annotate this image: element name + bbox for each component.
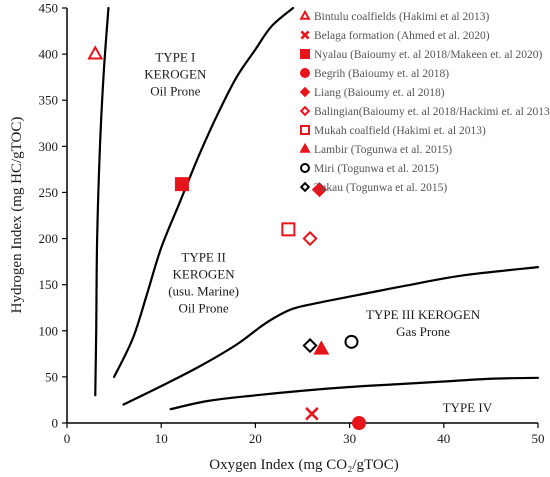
legend-label: Bintulu coalfields (Hakimi et al 2013) (314, 11, 490, 23)
x-tick-label: 50 (532, 431, 545, 446)
y-axis: 0 50 100 150 200 250 300 350 400 450 (39, 1, 67, 431)
region-label-line: Gas Prone (396, 324, 450, 339)
y-tick-label: 150 (39, 277, 59, 292)
y-tick-label: 450 (39, 1, 59, 16)
y-tick-label: 250 (39, 185, 59, 200)
legend-marker (299, 86, 311, 98)
data-point (302, 230, 318, 247)
y-tick-label: 0 (52, 416, 59, 431)
y-tick-label: 100 (39, 323, 59, 338)
region-label-line: Oil Prone (150, 83, 200, 98)
legend-label: Liang (Baioumy et. al 2018) (314, 87, 445, 99)
x-tick-label: 30 (343, 431, 356, 446)
y-tick-label: 350 (39, 93, 59, 108)
y-tick-label: 300 (39, 139, 59, 154)
legend-marker (299, 105, 311, 117)
y-tick-label: 200 (39, 231, 59, 246)
region-label-line: TYPE III KEROGEN (366, 307, 481, 322)
data-point (302, 337, 318, 354)
region-label-line: (usu. Marine) (168, 284, 239, 299)
legend-label: Lambir (Togunwa et al. 2015) (314, 144, 452, 156)
data-point (305, 407, 319, 421)
region-label-0: TYPE I KEROGEN Oil Prone (144, 49, 207, 98)
region-label-line: TYPE IV (443, 400, 493, 415)
region-label-line: TYPE II (181, 250, 225, 265)
type-ii-iii-boundary (122, 266, 540, 406)
legend: Bintulu coalfields (Hakimi et al 2013) Be… (299, 9, 550, 194)
legend-marker (300, 163, 310, 173)
region-label-line: KEROGEN (173, 267, 236, 282)
legend-label: Mukah coalfield (Hakimi et. al 2013) (314, 125, 486, 137)
legend-label: Tukau (Togunwa et al. 2015) (314, 182, 447, 194)
legend-label: Begrih (Baioumy et. al 2018) (314, 68, 449, 80)
x-tick-label: 20 (249, 431, 262, 446)
x-tick-label: 10 (155, 431, 168, 446)
legend-marker (300, 30, 310, 40)
data-point (174, 177, 189, 192)
plot-frame (66, 8, 538, 424)
type-ii-upper-boundary (113, 6, 295, 378)
x-axis: 0 10 20 30 40 50 (64, 423, 545, 446)
data-point (344, 334, 359, 349)
data-point (352, 416, 367, 430)
x-axis-label: Oxygen Index (mg CO₂/gTOC) (209, 457, 399, 473)
legend-label: Nyalau (Baioumy et. al 2018/Makeen et. a… (314, 49, 543, 61)
legend-label: Balingian(Baioumy et. al 2018/Hackimi et… (314, 106, 550, 118)
region-labels: TYPE I KEROGEN Oil Prone TYPE II KEROGEN (usu… (144, 49, 492, 414)
data-point (311, 182, 328, 198)
legend-marker (300, 125, 310, 135)
legend-marker (299, 9, 311, 20)
legend-label: Miri (Togunwa et al. 2015) (314, 163, 439, 175)
region-label-line: Oil Prone (178, 301, 228, 316)
x-tick-label: 0 (64, 431, 71, 446)
type-iii-iv-boundary (169, 376, 540, 411)
legend-marker (300, 68, 310, 78)
kerogen-boundaries (94, 6, 540, 411)
legend-marker (300, 49, 310, 59)
region-label-line: KEROGEN (144, 66, 207, 81)
legend-label: Belaga formation (Ahmed et al. 2020) (314, 30, 490, 42)
x-tick-label: 40 (437, 431, 450, 446)
y-tick-label: 400 (39, 47, 59, 62)
legend-marker (299, 181, 311, 193)
region-label-line: TYPE I (155, 49, 195, 64)
legend-marker (299, 142, 311, 153)
data-points (87, 45, 367, 430)
region-label-2: TYPE III KEROGEN Gas Prone (366, 307, 481, 339)
y-axis-label: Hydrogen Index (mg HC/gTOC) (9, 117, 25, 314)
region-label-1: TYPE II KEROGEN (usu. Marine) Oil Prone (168, 250, 239, 316)
data-point (87, 45, 104, 60)
type-i-ii-boundary (94, 6, 110, 397)
data-point (281, 222, 296, 237)
y-tick-label: 50 (45, 369, 58, 384)
data-point (313, 340, 330, 355)
region-label-3: TYPE IV (443, 400, 493, 415)
